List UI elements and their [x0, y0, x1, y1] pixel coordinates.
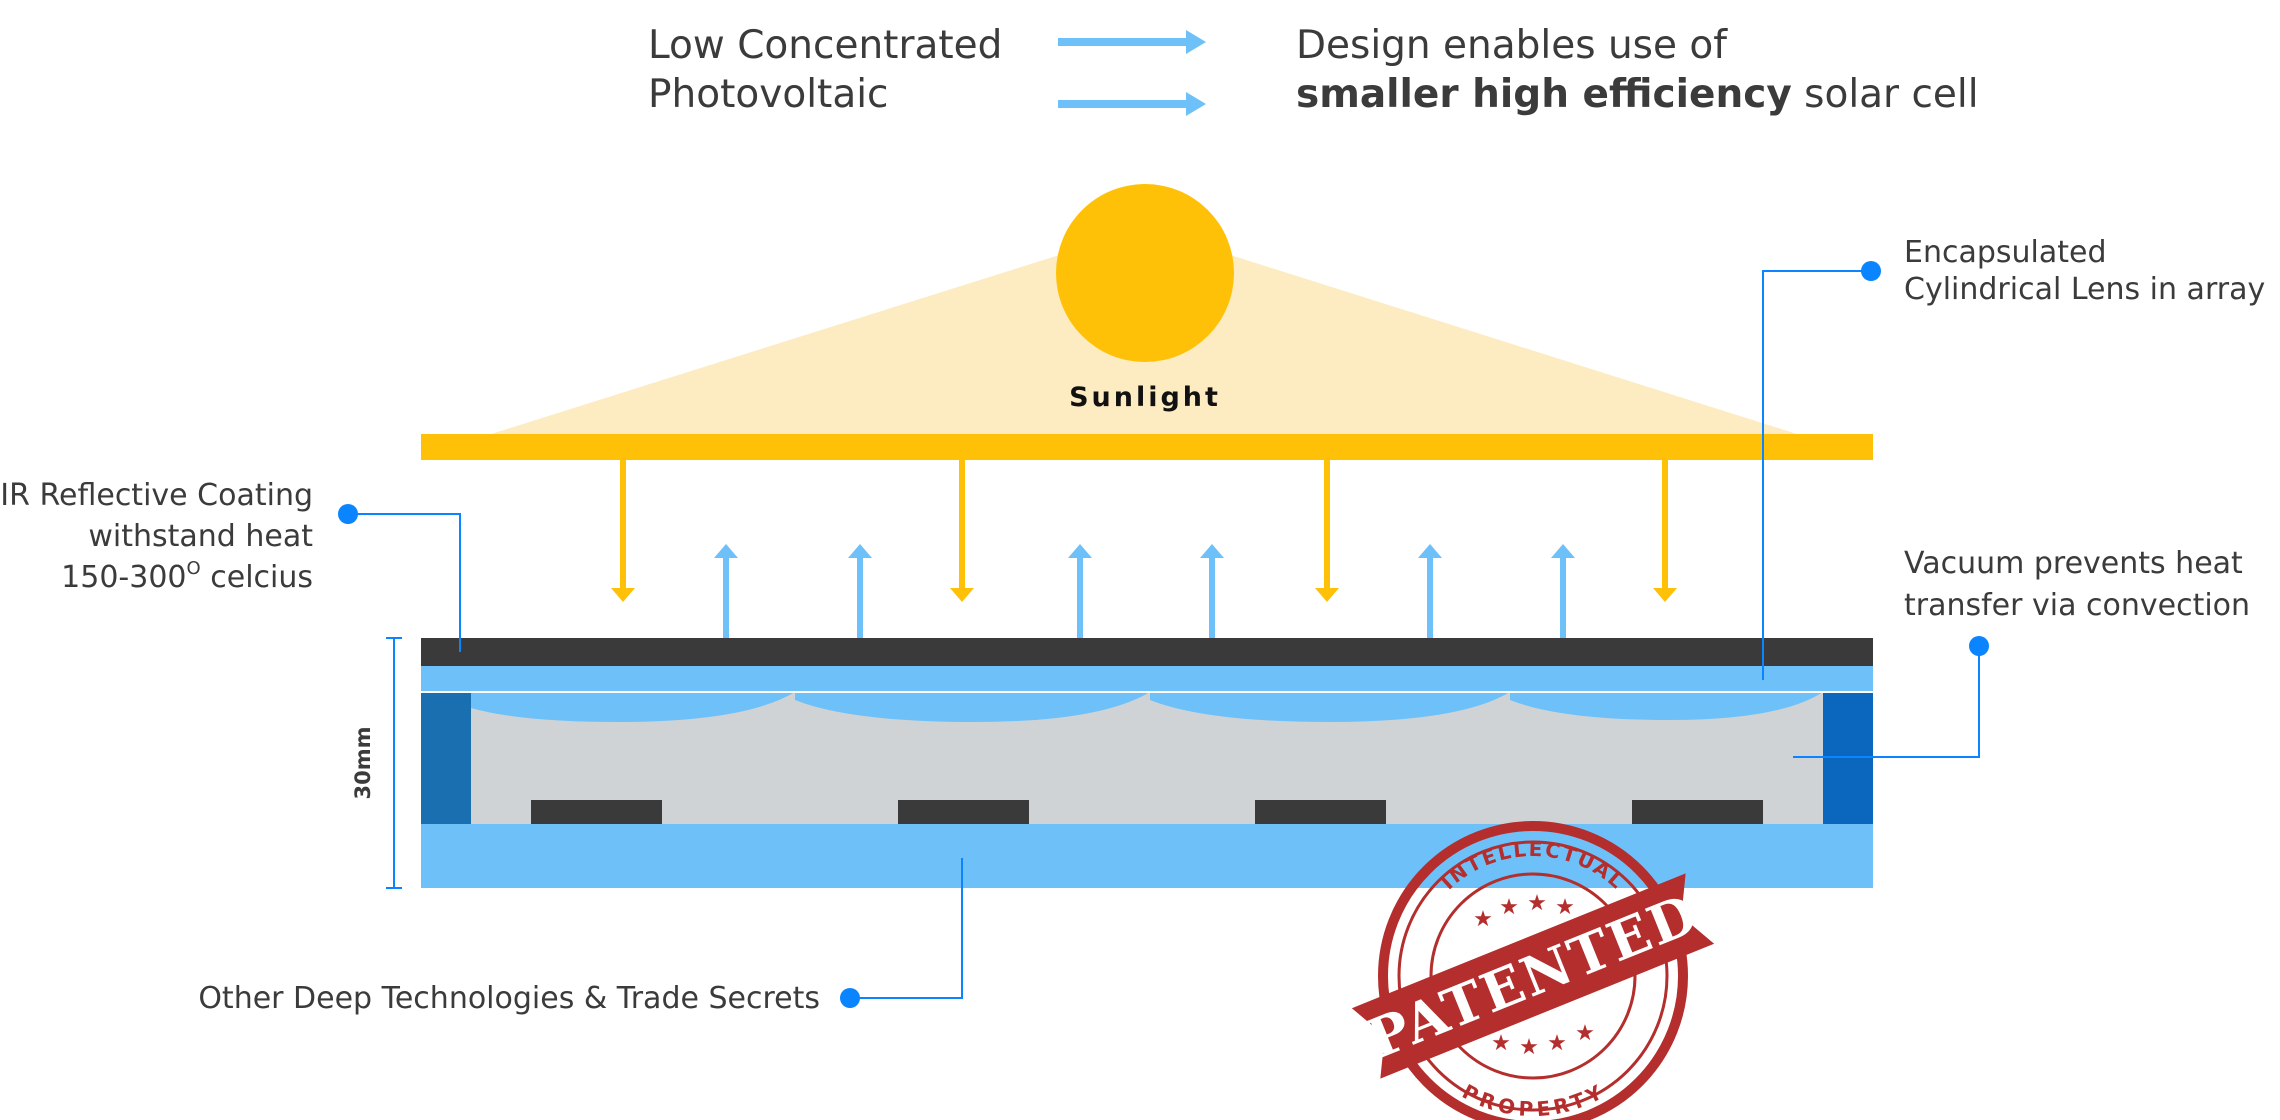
cylindrical-lens-array	[471, 692, 1823, 722]
callout-ir-coating: IR Reflective Coating withstand heat 150…	[0, 478, 461, 652]
sun-arrow-down-2	[950, 460, 974, 602]
vacuum-line2: transfer via convection	[1904, 588, 2250, 623]
svg-text:★: ★	[1555, 895, 1575, 920]
dimension-label: 30mm	[351, 727, 375, 800]
svg-text:★: ★	[1527, 891, 1547, 916]
header-right-line2: smaller high efficiency solar cell	[1296, 72, 1979, 117]
header: Low Concentrated Photovoltaic Design ena…	[648, 23, 1979, 117]
ir-line3-sup: O	[187, 558, 201, 579]
solar-cell-1	[531, 800, 662, 824]
lens-line2: Cylindrical Lens in array	[1904, 272, 2265, 307]
header-right-bold: smaller high efficiency	[1296, 72, 1792, 117]
sunlight-bar	[421, 434, 1873, 460]
sun-icon	[1056, 184, 1234, 362]
vacuum-callout-leader	[1793, 646, 1980, 758]
svg-text:★: ★	[1575, 1021, 1595, 1046]
solar-cells	[531, 800, 1763, 824]
sun-arrow-down-3	[1315, 460, 1339, 602]
ir-arrow-up-6	[1551, 544, 1575, 638]
deep-tech-callout-leader	[850, 858, 963, 999]
ir-arrow-up-3	[1068, 544, 1092, 638]
header-right-line1: Design enables use of	[1296, 23, 1728, 68]
stamp-outer-ring	[1378, 821, 1688, 1120]
ir-reflective-coating-bar	[421, 638, 1873, 666]
ir-arrow-up-4	[1200, 544, 1224, 638]
header-left-line1: Low Concentrated	[648, 23, 1002, 68]
svg-text:★: ★	[1473, 907, 1493, 932]
ir-line3: 150-300O celcius	[61, 558, 313, 595]
ir-up-arrows	[714, 544, 1575, 638]
sunlight-down-arrows	[611, 460, 1677, 602]
stamp-stars: ★ ★ ★ ★ ★ ★ ★★	[1473, 891, 1595, 1060]
svg-text:★: ★	[1547, 1031, 1567, 1056]
callout-lens: Encapsulated Cylindrical Lens in array	[1762, 235, 2265, 680]
ir-arrow-up-5	[1418, 544, 1442, 638]
lens-cover-layer	[421, 666, 1873, 692]
header-left-line2: Photovoltaic	[648, 72, 889, 117]
sun-arrow-down-4	[1653, 460, 1677, 602]
header-arrow-top	[1058, 30, 1206, 54]
callout-deep-tech: Other Deep Technologies & Trade Secrets	[198, 858, 963, 1016]
ir-line1: IR Reflective Coating	[0, 478, 313, 513]
ir-callout-leader	[348, 513, 461, 652]
stamp-core-ring	[1429, 872, 1637, 1080]
ir-line3-post: celcius	[201, 560, 313, 595]
header-right-rest: solar cell	[1792, 72, 1979, 117]
lens-3	[1150, 692, 1510, 722]
lens-4	[1510, 692, 1823, 720]
stamp-inner-ring	[1397, 840, 1669, 1112]
solar-cell-3	[1255, 800, 1386, 824]
dimension-marker: 30mm	[351, 637, 402, 889]
svg-text:★: ★	[1491, 1031, 1511, 1056]
sun-label: Sunlight	[1069, 382, 1221, 413]
callout-vacuum: Vacuum prevents heat transfer via convec…	[1793, 546, 2250, 758]
lens-2	[795, 692, 1150, 722]
lens-1	[471, 692, 795, 722]
lens-callout-leader	[1762, 270, 1871, 680]
sun-arrow-down-1	[611, 460, 635, 602]
deep-tech-label: Other Deep Technologies & Trade Secrets	[198, 981, 820, 1016]
solar-cell-4	[1632, 800, 1763, 824]
solar-cell-2	[898, 800, 1029, 824]
sun-group: Sunlight	[488, 184, 1800, 435]
vacuum-line1: Vacuum prevents heat	[1904, 546, 2243, 581]
ir-line3-pre: 150-300	[61, 560, 186, 595]
lens-line1: Encapsulated	[1904, 235, 2107, 270]
left-side-wall	[421, 692, 471, 824]
panel-cross-section	[421, 638, 1873, 888]
svg-text:★: ★	[1499, 895, 1519, 920]
bottom-substrate	[421, 824, 1873, 888]
header-arrow-bottom	[1058, 92, 1206, 116]
ir-arrow-up-2	[848, 544, 872, 638]
ir-arrow-up-1	[714, 544, 738, 638]
ir-line2: withstand heat	[88, 519, 313, 554]
svg-text:★: ★	[1519, 1035, 1539, 1060]
